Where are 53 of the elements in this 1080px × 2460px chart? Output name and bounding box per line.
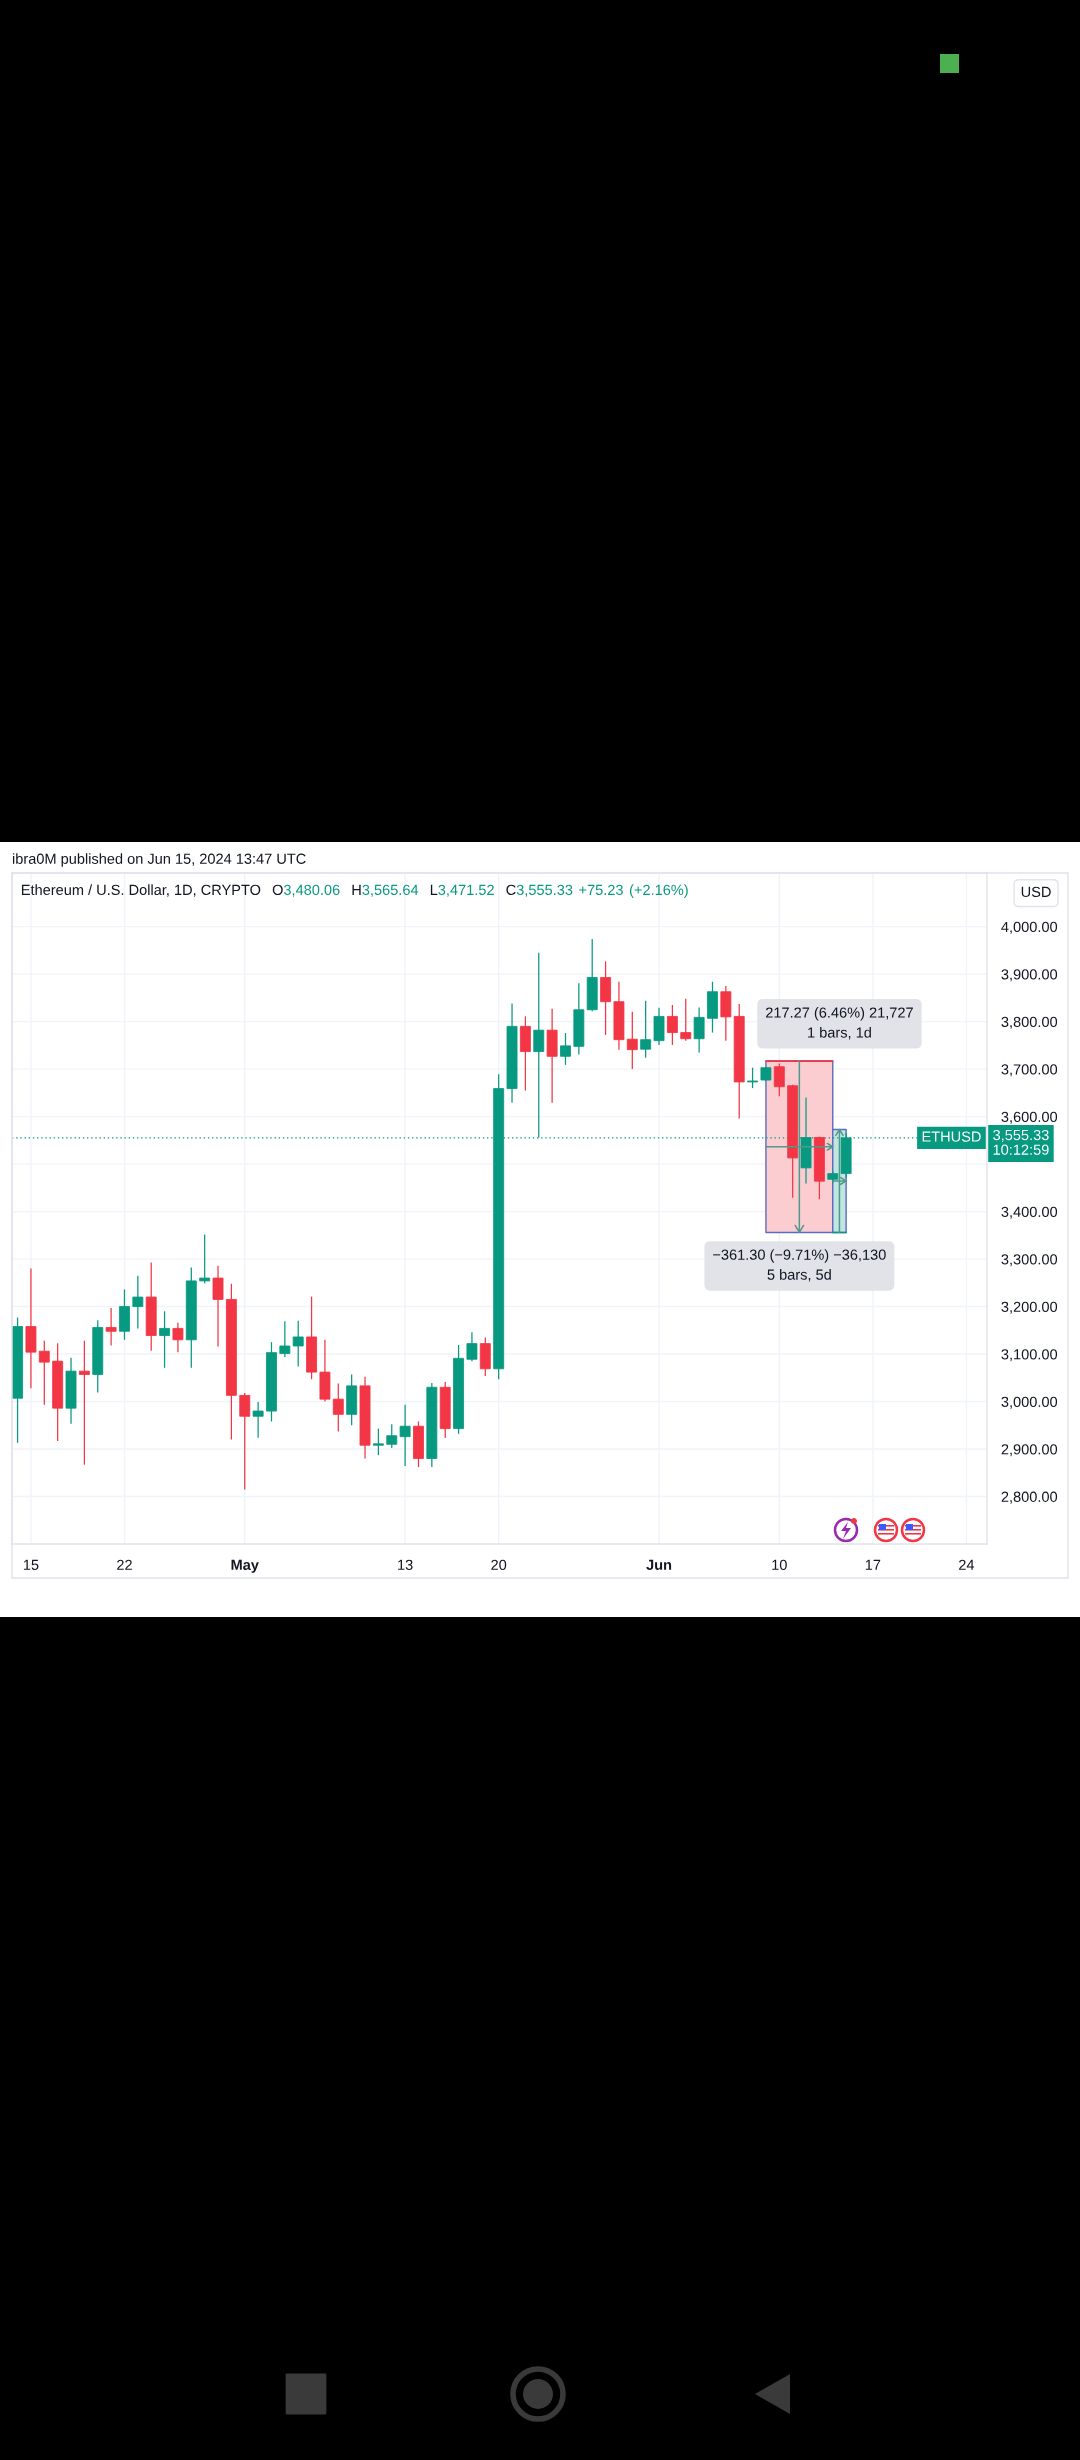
candlestick	[212, 1265, 224, 1348]
candlestick	[332, 1382, 344, 1433]
x-tick-label: 20	[491, 1559, 507, 1570]
y-tick-label: 3,200.00	[1001, 1301, 1058, 1314]
y-tick-label: 3,700.00	[1001, 1064, 1058, 1077]
candlestick	[239, 1392, 251, 1491]
candlestick	[279, 1320, 291, 1358]
x-tick-label: 15	[23, 1559, 39, 1570]
y-axis-title: USD	[1021, 886, 1051, 898]
x-tick-label: 17	[865, 1559, 881, 1570]
candlestick	[466, 1331, 478, 1362]
candlestick	[159, 1310, 170, 1369]
y-tick-label: 3,100.00	[1001, 1349, 1058, 1362]
y-tick-label: 3,900.00	[1001, 969, 1058, 982]
y-tick-label: 3,000.00	[1001, 1396, 1058, 1409]
candlestick	[640, 1000, 652, 1059]
candlestick	[386, 1423, 398, 1449]
x-tick-label: 13	[398, 1559, 413, 1570]
x-tick-label: 10	[772, 1559, 787, 1570]
y-tick-label: 4,000.00	[1001, 921, 1058, 934]
x-tick-label: May	[231, 1559, 259, 1573]
x-tick-label: 24	[959, 1559, 975, 1570]
text: Ethereum / U.S. Dollar, 1D, CRYPTO	[21, 884, 261, 897]
y-tick-label: 2,900.00	[1001, 1444, 1058, 1457]
candlestick	[252, 1401, 264, 1439]
text: ibra0M published on Jun 15, 2024 13:47 UTC	[12, 853, 306, 867]
y-tick-label: 3,300.00	[1001, 1254, 1058, 1267]
candlestick	[172, 1322, 184, 1353]
candlestick	[399, 1404, 411, 1467]
x-tick-label: Jun	[646, 1559, 672, 1570]
annotation: 217.27 (6.46%) 21,727 1 bars, 1d	[765, 1007, 913, 1040]
candlestick	[105, 1307, 117, 1347]
y-tick-label: 2,800.00	[1001, 1491, 1058, 1504]
text: O3,480.06 H3,565.64 L3,471.52 C3,555.33 +75.23 (+2.16%)	[272, 884, 688, 898]
candlestick	[666, 1004, 678, 1046]
ref-line-label: ETHUSD	[922, 1131, 981, 1142]
text: 3,555.33 10:12:59	[993, 1129, 1049, 1155]
candlestick	[680, 998, 692, 1042]
candlestick	[78, 1340, 90, 1466]
candlestick	[132, 1275, 144, 1330]
y-tick-label: 3,800.00	[1001, 1016, 1058, 1029]
candlestick	[626, 1011, 638, 1070]
annotation: −361.30 (−9.71%) −36,130 5 bars, 5d	[713, 1249, 886, 1282]
candlestick	[693, 1006, 705, 1054]
candlestick	[747, 1067, 759, 1089]
candlestick	[292, 1320, 304, 1368]
x-tick-label: 22	[117, 1559, 132, 1570]
candlestick	[38, 1340, 50, 1406]
y-tick-label: 3,600.00	[1001, 1111, 1058, 1124]
candlestick	[560, 1032, 571, 1066]
candlestick	[199, 1233, 211, 1284]
candlestick	[372, 1427, 384, 1456]
y-tick-label: 3,400.00	[1001, 1206, 1058, 1219]
